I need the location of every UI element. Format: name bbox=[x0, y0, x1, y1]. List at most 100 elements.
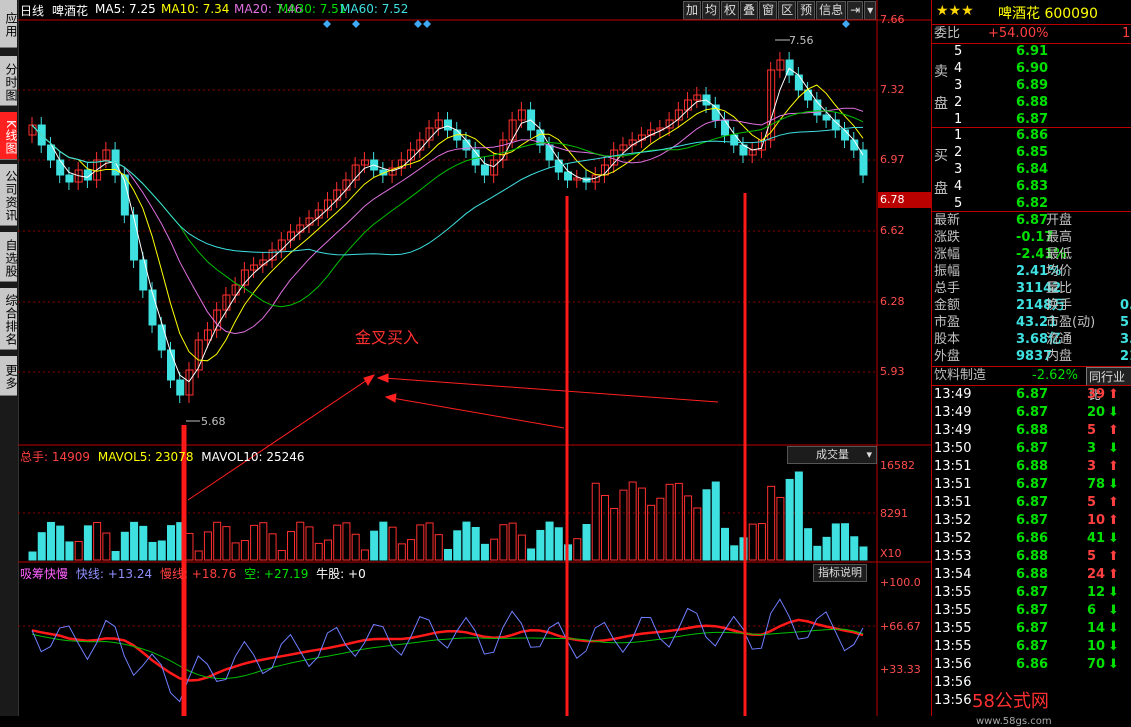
volume-bar bbox=[674, 482, 683, 561]
stat-label: 金额 bbox=[934, 298, 961, 313]
volume-bar bbox=[305, 526, 314, 561]
sell-label: 盘 bbox=[934, 96, 948, 112]
candle-body bbox=[194, 339, 203, 371]
volume-bar bbox=[130, 521, 139, 561]
low-price-label: 5.68 bbox=[201, 415, 226, 428]
volume-bar bbox=[397, 543, 406, 561]
sell-row: 3 6.89 bbox=[932, 77, 1131, 95]
tab-intraday[interactable]: 分时图 bbox=[0, 56, 18, 106]
volume-bar bbox=[536, 529, 545, 561]
price: 6.88 bbox=[1016, 95, 1049, 110]
price: 6.85 bbox=[1016, 145, 1049, 160]
volume-bar bbox=[277, 549, 286, 561]
tick-row: 13:49 6.88 5 ⬆ bbox=[932, 422, 1131, 440]
tab-company-news[interactable]: 公司资讯 bbox=[0, 164, 18, 226]
mavol5-value: MAVOL5: 23078 bbox=[97, 450, 194, 464]
sector-name: 饮料制造 bbox=[934, 368, 987, 383]
volume-bar bbox=[702, 489, 711, 561]
candle-body bbox=[693, 94, 702, 101]
volume-bar bbox=[471, 526, 480, 561]
tick-time: 13:56 bbox=[934, 675, 972, 690]
industry-compare-button[interactable]: 同行业比 bbox=[1086, 367, 1131, 402]
tick-volume: 3 bbox=[1087, 459, 1097, 474]
price: 6.86 bbox=[1016, 128, 1049, 143]
volume-bar bbox=[46, 521, 55, 561]
tab-label: 分时图 bbox=[4, 62, 18, 102]
indicator-tick: +66.67 bbox=[880, 620, 921, 633]
tick-time: 13:55 bbox=[934, 639, 972, 654]
candle-body bbox=[139, 259, 148, 291]
volume-bar bbox=[185, 532, 194, 561]
range-button[interactable]: 区 bbox=[778, 1, 797, 20]
volume-bar bbox=[822, 536, 831, 561]
candle-body bbox=[785, 59, 794, 76]
volume-bar bbox=[342, 522, 351, 561]
window-button[interactable]: 窗 bbox=[759, 1, 778, 20]
volume-bar bbox=[656, 497, 665, 561]
tab-apps[interactable]: 应用 bbox=[0, 0, 18, 48]
tick-time: 13:56 bbox=[934, 657, 972, 672]
level: 4 bbox=[954, 179, 963, 194]
buy-row: 1 6.86 bbox=[932, 127, 1131, 145]
chart-area[interactable]: 7.56 5.68 金叉买入 bbox=[18, 0, 931, 716]
volume-bar bbox=[804, 528, 813, 561]
volume-bar bbox=[240, 540, 249, 561]
volume-bar bbox=[37, 532, 46, 561]
tick-time: 13:51 bbox=[934, 477, 972, 492]
tick-row: 13:51 6.87 5 ⬆ bbox=[932, 494, 1131, 512]
indicator-lines bbox=[31, 598, 864, 703]
stat-label: 最高 bbox=[1046, 230, 1073, 245]
candle-body bbox=[250, 264, 259, 271]
tick-time: 13:52 bbox=[934, 531, 972, 546]
volume-bar bbox=[628, 481, 637, 561]
volume-bar bbox=[102, 532, 111, 561]
rights-button[interactable]: 权 bbox=[721, 1, 740, 20]
price-tick: 5.93 bbox=[880, 365, 905, 378]
indicator-header: 吸筹快慢 快线: +13.24 慢线: +18.76 空: +27.19 牛股:… bbox=[20, 565, 366, 582]
rating-stars: ★★★ bbox=[936, 3, 974, 19]
ma5-value: MA5: 7.25 bbox=[95, 2, 156, 16]
ma60-value: MA60: 7.52 bbox=[340, 2, 409, 16]
volume-indicator-dropdown[interactable]: 成交量 ▾ bbox=[787, 446, 877, 464]
overlay-button[interactable]: 叠 bbox=[740, 1, 759, 20]
buy-row: 4 6.83 bbox=[932, 178, 1131, 196]
stat-row: 市盈 43.21 市盈(动) 5 bbox=[932, 314, 1131, 332]
volume-bar bbox=[859, 546, 868, 561]
tab-more[interactable]: 更多 bbox=[0, 356, 18, 396]
volume-bar bbox=[517, 534, 526, 561]
indicator-tick: +100.0 bbox=[880, 576, 921, 589]
stat-value: 2.41% bbox=[1016, 264, 1062, 279]
candle-body bbox=[730, 134, 739, 146]
tick-row: 13:56 6.86 70 ⬇ bbox=[932, 656, 1131, 674]
tick-row: 13:56 bbox=[932, 692, 1131, 710]
event-markers bbox=[323, 20, 850, 28]
price: 6.90 bbox=[1016, 61, 1049, 76]
stat-value: 5 bbox=[1120, 315, 1130, 330]
arrow-down-icon: ⬇ bbox=[1108, 639, 1119, 654]
forecast-button[interactable]: 预 bbox=[797, 1, 816, 20]
arrow-up-icon: ⬆ bbox=[1108, 549, 1119, 564]
mavol10-value: MAVOL10: 25246 bbox=[201, 450, 305, 464]
tick-volume: 10 bbox=[1087, 513, 1106, 528]
stat-value: 31142 bbox=[1016, 281, 1062, 296]
arrow-up-icon: ⬆ bbox=[1108, 567, 1119, 582]
add-button[interactable]: 加 bbox=[683, 1, 702, 20]
tab-watchlist[interactable]: 自选股 bbox=[0, 232, 18, 282]
candle-body bbox=[480, 164, 489, 176]
volume-bar bbox=[28, 551, 37, 561]
candle-body bbox=[822, 114, 831, 121]
candle-body bbox=[813, 99, 822, 116]
tab-kline[interactable]: K线图 bbox=[0, 112, 18, 160]
arrow-down-icon: ⬇ bbox=[1108, 603, 1119, 618]
left-sidebar: 应用 分时图 K线图 公司资讯 自选股 综合排名 更多 bbox=[0, 0, 19, 716]
indicator-help-button[interactable]: 指标说明 bbox=[813, 564, 867, 582]
tick-volume: 24 bbox=[1087, 567, 1106, 582]
fast-line-value: 快线: +13.24 bbox=[75, 567, 153, 581]
level: 4 bbox=[954, 61, 963, 76]
volume-bar bbox=[157, 540, 166, 561]
volume-bar bbox=[74, 540, 83, 561]
volume-bar bbox=[776, 496, 785, 561]
price-tick: 6.28 bbox=[880, 295, 905, 308]
candle-body bbox=[767, 69, 776, 141]
tab-ranking[interactable]: 综合排名 bbox=[0, 288, 18, 350]
